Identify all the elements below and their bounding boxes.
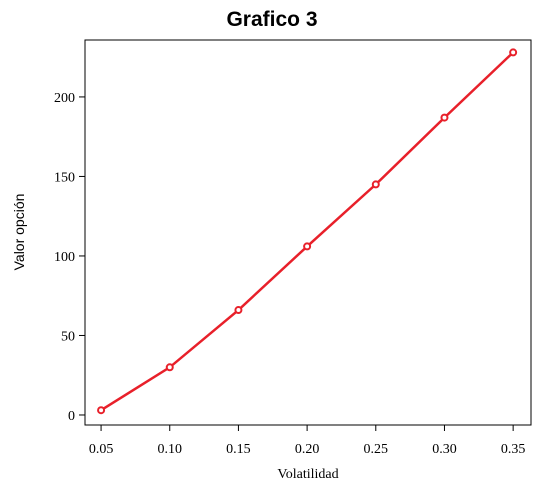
point <box>234 306 243 315</box>
y-tick-label: 50 <box>61 329 75 344</box>
point <box>165 363 174 372</box>
point <box>97 406 106 415</box>
x-tick-label: 0.25 <box>364 442 389 457</box>
series-line <box>100 51 515 412</box>
point <box>303 242 312 251</box>
x-tick-label: 0.15 <box>226 442 251 457</box>
plot-frame <box>84 39 532 426</box>
point <box>440 113 449 122</box>
y-axis-label: Valor opción <box>11 194 27 271</box>
chart-title: Grafico 3 <box>226 8 317 31</box>
x-tick-label: 0.05 <box>89 442 114 457</box>
x-tick-label: 0.30 <box>432 442 457 457</box>
point <box>509 48 518 57</box>
y-tick-label: 100 <box>54 250 75 265</box>
x-tick-label: 0.20 <box>295 442 320 457</box>
x-axis-label: Volatilidad <box>277 467 338 482</box>
y-tick-label: 150 <box>54 170 75 185</box>
point <box>371 180 380 189</box>
y-tick-label: 0 <box>68 409 75 424</box>
x-tick-label: 0.10 <box>157 442 182 457</box>
x-tick-label: 0.35 <box>501 442 526 457</box>
y-tick-label: 200 <box>54 91 75 106</box>
